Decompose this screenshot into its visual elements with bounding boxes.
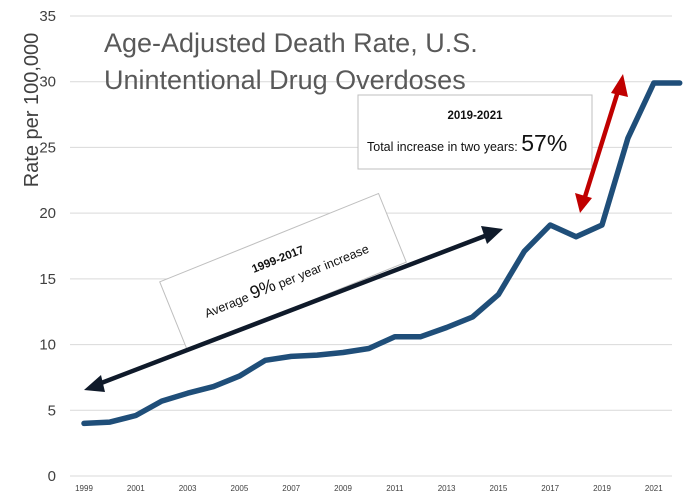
- x-tick-label-2007: 2007: [282, 484, 300, 493]
- x-axis-ticks: 1999 2001 2003 2005 2007 2009 2011 2013 2015 2017…: [75, 484, 663, 493]
- y-axis-label: Rate per 100,000: [21, 33, 43, 188]
- y-tick-label-0: 0: [48, 468, 56, 485]
- annotation-2019-2021: 2019-2021 Total increase in two years: 5…: [357, 94, 593, 170]
- annotation-header-2019-2021: 2019-2021: [448, 110, 504, 122]
- x-tick-label-2005: 2005: [231, 484, 249, 493]
- arrow-2019-2021-head-top: [611, 74, 628, 97]
- y-tick-label-10: 10: [39, 337, 56, 354]
- x-tick-label-2019: 2019: [593, 484, 611, 493]
- arrow-1999-2017: [84, 226, 503, 392]
- x-tick-label-2009: 2009: [334, 484, 352, 493]
- x-tick-label-2017: 2017: [541, 484, 559, 493]
- annotation-box-1999-2017: [159, 192, 407, 352]
- chart-title-line-1: Age-Adjusted Death Rate, U.S.: [104, 28, 478, 58]
- y-tick-label-25: 25: [39, 139, 56, 156]
- annotation-emphasis-2019-2021: 57%: [521, 130, 567, 156]
- annotation-box-2019-2021: [357, 94, 593, 170]
- arrow-1999-2017-head-right: [481, 226, 503, 244]
- y-tick-label-5: 5: [48, 402, 56, 419]
- y-tick-label-30: 30: [39, 74, 56, 91]
- x-tick-label-2011: 2011: [386, 484, 404, 493]
- x-tick-label-1999: 1999: [75, 484, 93, 493]
- x-tick-label-2013: 2013: [438, 484, 456, 493]
- arrow-1999-2017-line: [95, 231, 491, 388]
- x-tick-label-2003: 2003: [179, 484, 197, 493]
- series-line-0: [81, 80, 683, 427]
- arrow-2019-2021: [575, 74, 628, 213]
- annotation-body-2019-2021: Total increase in two years: 57%: [367, 130, 567, 156]
- y-axis-ticks: 0 5 10 15 20 25 30 35: [39, 8, 56, 485]
- arrow-2019-2021-line: [581, 87, 622, 201]
- x-tick-label-2021: 2021: [645, 484, 663, 493]
- series-group: [81, 80, 683, 427]
- annotation-1999-2017: 1999-2017 Average 9% per year increase: [159, 192, 407, 352]
- arrow-2019-2021-head-bottom: [575, 193, 592, 213]
- y-tick-label-15: 15: [39, 271, 56, 288]
- annotation-text-before-2019-2021: Total increase in two years:: [367, 140, 521, 154]
- x-tick-label-2015: 2015: [490, 484, 508, 493]
- y-tick-label-35: 35: [39, 8, 56, 25]
- y-tick-label-20: 20: [39, 205, 56, 222]
- arrow-1999-2017-head-left: [84, 375, 105, 392]
- chart-title-line-2: Unintentional Drug Overdoses: [104, 65, 466, 95]
- x-tick-label-2001: 2001: [127, 484, 145, 493]
